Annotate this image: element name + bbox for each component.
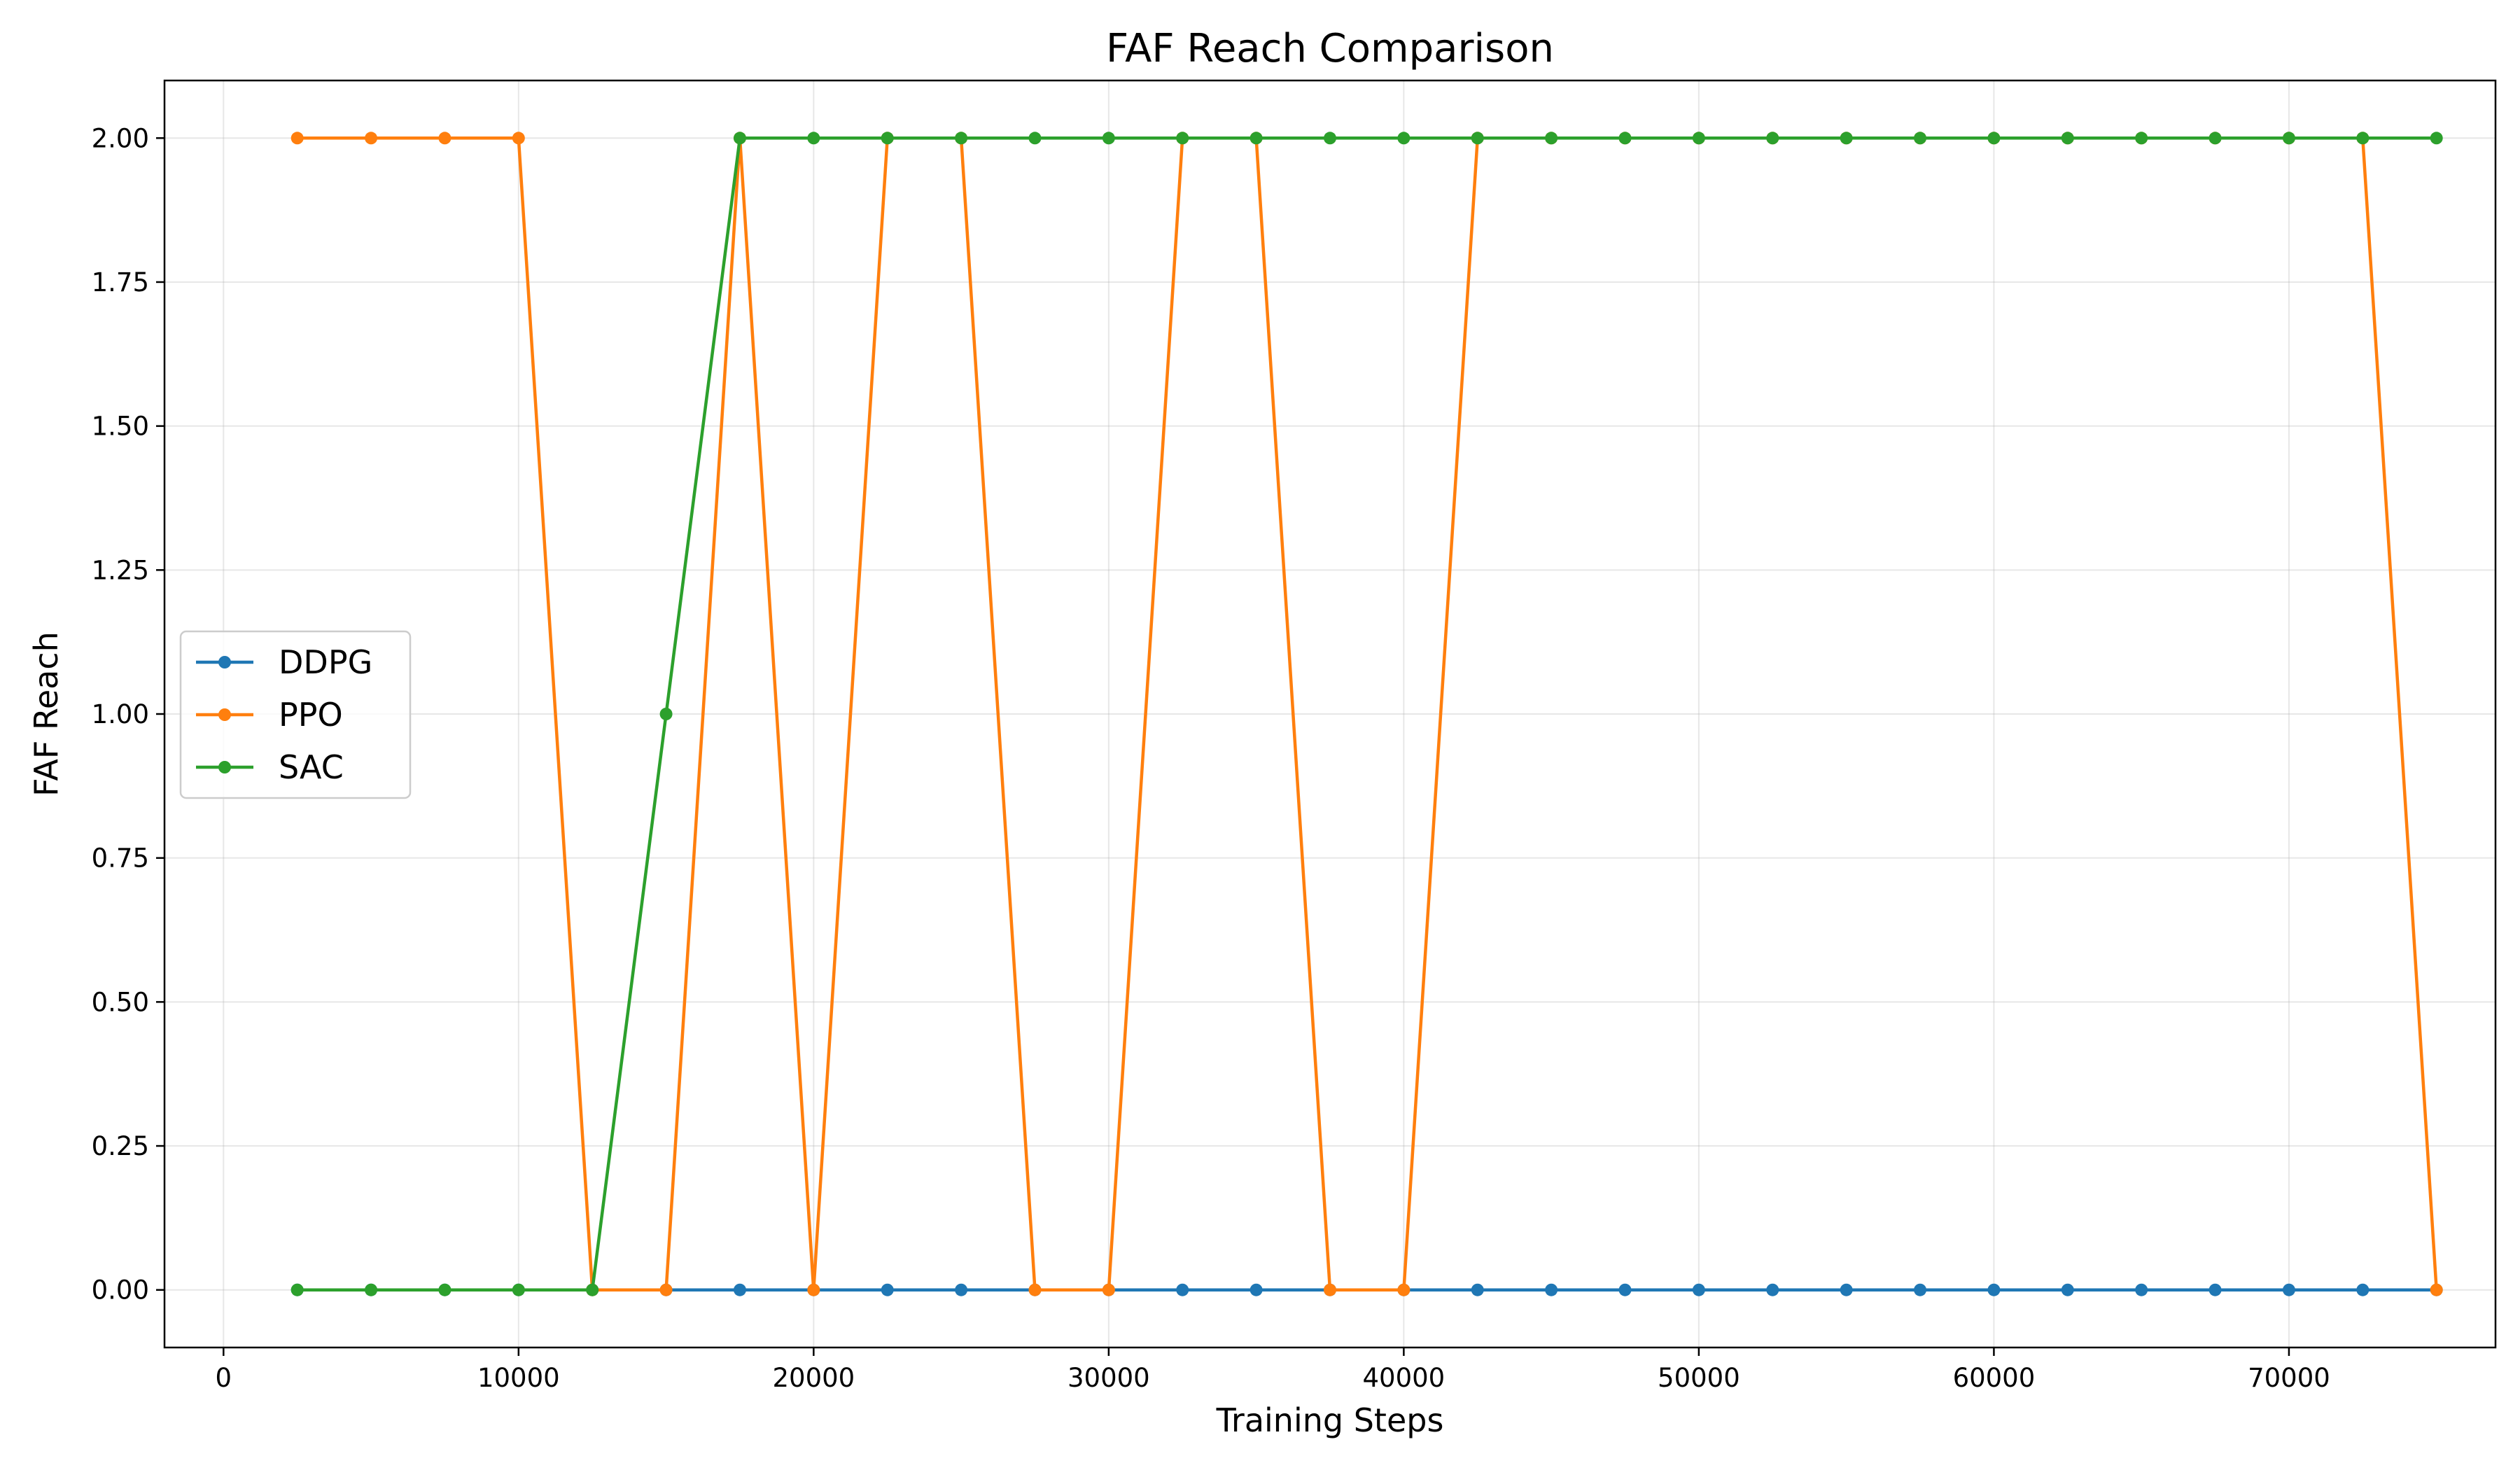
legend-item-sac: SAC — [196, 748, 344, 786]
y-tick-label: 1.00 — [92, 699, 149, 729]
axis-ticks: 0 10000 20000 30000 40000 50000 60000 70000 0.00… — [92, 123, 2330, 1393]
data-point-ppo — [290, 132, 304, 145]
data-point-sac — [2061, 132, 2074, 145]
legend-swatch-marker — [218, 761, 231, 774]
y-tick-label: 2.00 — [92, 123, 149, 153]
data-point-sac — [290, 1283, 304, 1296]
y-tick-label: 0.50 — [92, 987, 149, 1017]
y-axis-label: FAF Reach — [27, 631, 65, 797]
data-point-ppo — [807, 1283, 820, 1296]
data-point-ppo — [1397, 1283, 1410, 1296]
y-tick-label: 0.00 — [92, 1275, 149, 1306]
data-point-ddpg — [1618, 1283, 1632, 1296]
series-sac — [290, 132, 2443, 1296]
data-point-ddpg — [1250, 1283, 1263, 1296]
data-point-ppo — [438, 132, 451, 145]
data-point-sac — [2430, 132, 2443, 145]
legend-item-ddpg: DDPG — [196, 643, 372, 681]
data-point-sac — [1840, 132, 1853, 145]
x-tick-label: 20000 — [772, 1363, 855, 1393]
data-point-ddpg — [955, 1283, 968, 1296]
data-point-ppo — [2430, 1283, 2443, 1296]
data-point-sac — [2135, 132, 2148, 145]
legend-box — [179, 630, 412, 799]
legend-item-ppo: PPO — [196, 696, 343, 734]
data-point-sac — [2282, 132, 2295, 145]
y-tick-label: 0.25 — [92, 1131, 149, 1161]
data-point-sac — [1545, 132, 1558, 145]
data-point-sac — [586, 1283, 599, 1296]
data-point-ddpg — [2356, 1283, 2370, 1296]
x-tick-label: 30000 — [1068, 1363, 1150, 1393]
legend-label: DDPG — [279, 643, 372, 681]
data-point-sac — [1987, 132, 2001, 145]
data-point-sac — [659, 708, 673, 720]
data-point-ddpg — [881, 1283, 894, 1296]
data-point-ddpg — [1545, 1283, 1558, 1296]
data-point-ddpg — [733, 1283, 746, 1296]
y-tick-label: 0.75 — [92, 844, 149, 874]
series-line-sac — [297, 136, 2437, 1292]
data-point-ddpg — [2135, 1283, 2148, 1296]
data-point-ppo — [1102, 1283, 1115, 1296]
data-point-ppo — [659, 1283, 673, 1296]
data-point-sac — [1324, 132, 1336, 145]
y-tick-label: 1.25 — [92, 555, 149, 585]
data-point-ddpg — [1471, 1283, 1484, 1296]
data-point-sac — [365, 1283, 378, 1296]
y-tick-label: 1.75 — [92, 267, 149, 298]
data-point-sac — [1102, 132, 1115, 145]
data-point-ddpg — [2282, 1283, 2295, 1296]
data-point-sac — [807, 132, 820, 145]
data-point-sac — [733, 132, 746, 145]
data-point-sac — [2208, 132, 2222, 145]
data-point-ddpg — [1692, 1283, 1705, 1296]
legend-label: SAC — [279, 748, 344, 786]
data-point-sac — [1471, 132, 1484, 145]
chart-title: FAF Reach Comparison — [1106, 26, 1554, 71]
legend-swatch-marker — [218, 656, 231, 668]
x-tick-label: 10000 — [477, 1363, 560, 1393]
data-point-sac — [1250, 132, 1263, 145]
data-point-ppo — [1324, 1283, 1336, 1296]
legend-label: PPO — [279, 696, 343, 734]
data-point-sac — [512, 1283, 525, 1296]
data-point-ddpg — [1766, 1283, 1779, 1296]
data-point-ppo — [1028, 1283, 1042, 1296]
data-point-ddpg — [2208, 1283, 2222, 1296]
data-point-ddpg — [1987, 1283, 2001, 1296]
data-point-sac — [1766, 132, 1779, 145]
data-point-ddpg — [2061, 1283, 2074, 1296]
series-layer — [290, 132, 2443, 1296]
x-axis-label: Training Steps — [1216, 1401, 1444, 1439]
x-tick-label: 40000 — [1363, 1363, 1446, 1393]
y-tick-label: 1.50 — [92, 412, 149, 442]
x-tick-label: 60000 — [1953, 1363, 2036, 1393]
data-point-sac — [1618, 132, 1632, 145]
data-point-ddpg — [1914, 1283, 1927, 1296]
legend-swatch-marker — [218, 708, 231, 721]
legend: DDPG PPO SAC — [179, 630, 412, 799]
data-point-ddpg — [1840, 1283, 1853, 1296]
data-point-sac — [881, 132, 894, 145]
data-point-sac — [2356, 132, 2370, 145]
x-tick-label: 70000 — [2248, 1363, 2330, 1393]
data-point-sac — [1397, 132, 1410, 145]
data-point-sac — [1914, 132, 1927, 145]
x-tick-label: 50000 — [1658, 1363, 1740, 1393]
data-point-sac — [1692, 132, 1705, 145]
data-point-ppo — [365, 132, 378, 145]
x-tick-label: 0 — [216, 1363, 232, 1393]
data-point-sac — [438, 1283, 451, 1296]
data-point-sac — [1176, 132, 1189, 145]
data-point-ppo — [512, 132, 525, 145]
data-point-ddpg — [1176, 1283, 1189, 1296]
data-point-sac — [955, 132, 968, 145]
data-point-sac — [1028, 132, 1042, 145]
